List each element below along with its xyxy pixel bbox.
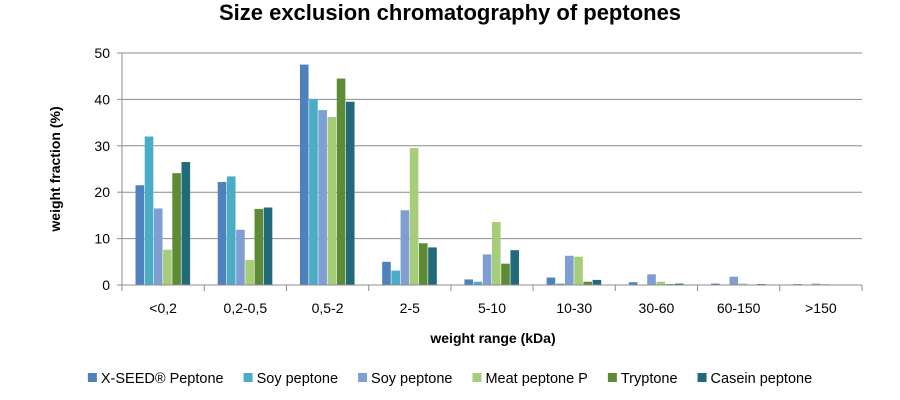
x-tick-label: 60-150 (717, 300, 761, 316)
x-tick-labels: <0,2 0,2-0,5 0,5-2 2-5 5-10 10-30 30-60 60-150 >… (149, 300, 837, 316)
bar (327, 117, 337, 285)
legend-swatch (607, 373, 617, 382)
bar (738, 283, 748, 285)
bar (263, 207, 273, 285)
bar (226, 176, 236, 285)
gridlines (122, 52, 862, 240)
bar (172, 173, 181, 285)
legend-item: Tryptone (607, 371, 678, 387)
legend-item: Soy peptone (358, 371, 452, 387)
legend-swatch (358, 373, 368, 382)
bar (492, 221, 501, 285)
bar (510, 250, 519, 285)
legend-label: Meat peptone P (485, 371, 587, 387)
bar (482, 254, 492, 285)
legend-label: Soy peptone (371, 371, 452, 387)
legend-swatch (472, 373, 482, 382)
legend-swatch (243, 373, 253, 382)
bar (464, 279, 473, 285)
bar (647, 274, 656, 285)
bar (135, 185, 145, 285)
bar (299, 64, 309, 285)
bar (565, 255, 574, 285)
bar (473, 281, 483, 285)
bar (245, 259, 254, 285)
bar (418, 243, 428, 285)
bar (318, 110, 327, 286)
bar (729, 276, 739, 285)
legend-label: Soy peptone (257, 371, 338, 387)
y-tick-label: 0 (102, 277, 110, 293)
legend-item: X-SEED® Peptone (87, 371, 224, 387)
y-tick-label: 40 (94, 91, 110, 107)
y-tick-label: 10 (94, 231, 110, 247)
y-tick-label: 50 (94, 45, 110, 61)
bar (656, 281, 666, 285)
bar (254, 208, 264, 285)
bar (592, 279, 602, 285)
x-tick-label: 5-10 (478, 300, 506, 316)
x-tick-label: 30-60 (639, 300, 675, 316)
legend-swatch (87, 373, 97, 382)
bar (163, 249, 172, 285)
bar (409, 148, 419, 285)
bar (144, 136, 154, 285)
bar (711, 283, 720, 285)
bar (428, 247, 437, 285)
bar (217, 181, 227, 285)
bar (309, 98, 318, 285)
x-tick-label: <0,2 (149, 300, 177, 316)
legend-label: Casein peptone (711, 371, 813, 387)
y-tick-label: 20 (94, 184, 110, 200)
bar (181, 162, 191, 285)
legend-swatch (697, 373, 707, 382)
bar (501, 263, 510, 285)
chart-title: Size exclusion chromatography of peptone… (219, 0, 681, 25)
bar (546, 277, 556, 285)
y-tick-label: 30 (94, 138, 110, 154)
bar (382, 261, 391, 285)
bar (153, 208, 163, 285)
bar (345, 101, 355, 285)
bar (674, 283, 684, 285)
x-tick-label: 0,5-2 (312, 300, 344, 316)
bar (555, 283, 565, 285)
legend-item: Casein peptone (697, 371, 813, 387)
x-tick-label: 10-30 (556, 300, 592, 316)
bar (336, 78, 346, 286)
axes (117, 52, 863, 291)
x-tick-label: 0,2-0,5 (224, 300, 268, 316)
x-tick-label: >150 (805, 300, 837, 316)
bar (391, 270, 400, 285)
legend-label: X-SEED® Peptone (101, 371, 224, 387)
bars (135, 64, 848, 286)
legend-label: Tryptone (621, 371, 678, 387)
bar (583, 281, 593, 285)
legend-item: Meat peptone P (472, 371, 588, 387)
bar (628, 282, 638, 285)
bar (236, 229, 245, 285)
x-tick-label: 2-5 (400, 300, 420, 316)
bar (400, 210, 410, 285)
bar (574, 256, 583, 285)
legend-item: Soy peptone (243, 371, 338, 387)
y-tick-labels: 0 10 20 30 40 50 (94, 45, 110, 293)
legend: X-SEED® Peptone Soy peptone Soy peptone Mea… (87, 371, 813, 387)
y-axis-title: weight fraction (%) (47, 106, 63, 232)
bar (811, 283, 821, 285)
x-axis-title: weight range (kDa) (429, 330, 555, 346)
